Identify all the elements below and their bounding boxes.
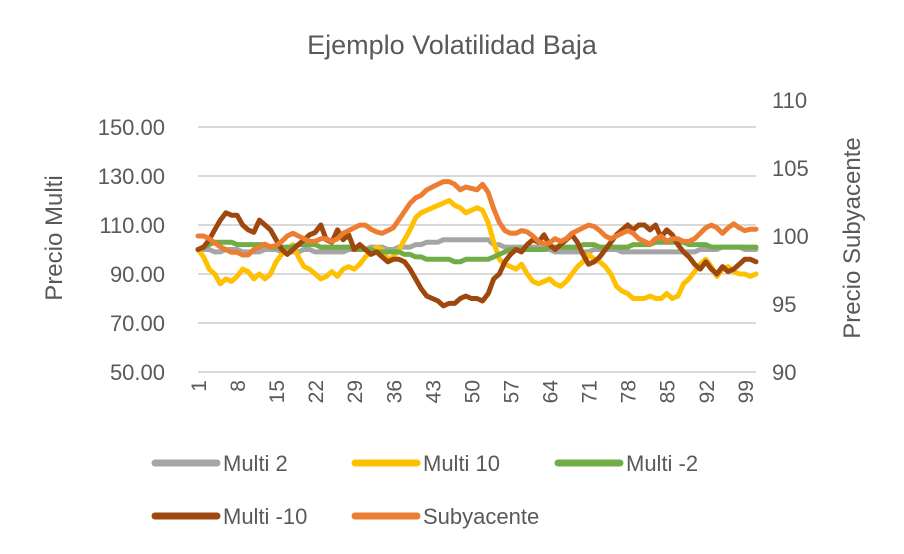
x-tick-label: 71 <box>579 380 602 403</box>
y-axis-label: Precio Multi <box>41 175 68 300</box>
y2-tick-label: 100 <box>772 224 809 249</box>
y-tick-label: 50.00 <box>110 360 165 385</box>
x-tick-label: 64 <box>540 380 563 404</box>
legend: Multi 2 Multi 10 Multi -2 Multi -10 Subyacen… <box>151 451 698 529</box>
x-tick-label: 15 <box>266 380 289 403</box>
series-line-subyacente <box>195 179 759 258</box>
x-axis: 1 8 15 22 29 36 43 50 57 64 71 78 85 92 99 <box>188 380 758 404</box>
y2-tick-label: 110 <box>772 88 807 113</box>
chart-title: Ejemplo Volatilidad Baja <box>307 30 598 60</box>
y2-tick-label: 95 <box>772 292 796 317</box>
series-line-multi--2 <box>195 239 759 265</box>
legend-item: Multi -2 <box>554 451 698 476</box>
y2-tick-label: 90 <box>772 360 796 385</box>
legend-label: Multi -2 <box>626 451 698 476</box>
series-lines <box>195 179 759 309</box>
legend-item: Subyacente <box>351 504 539 529</box>
y-axis-left: 150.00 130.00 110.00 90.00 70.00 50.00 <box>98 115 165 385</box>
x-tick-label: 50 <box>461 380 484 403</box>
x-tick-label: 22 <box>305 380 328 403</box>
x-tick-label: 8 <box>227 380 250 392</box>
x-tick-label: 1 <box>188 380 211 392</box>
y2-tick-label: 105 <box>772 156 809 181</box>
x-tick-label: 92 <box>696 380 719 403</box>
legend-label: Subyacente <box>423 504 539 529</box>
y2-axis-label: Precio Subyacente <box>839 137 866 338</box>
y-tick-label: 110.00 <box>99 213 165 238</box>
y-axis-right: 110 105 100 95 90 <box>772 88 809 385</box>
legend-label: Multi 10 <box>423 451 500 476</box>
x-tick-label: 57 <box>500 380 523 403</box>
x-tick-label: 78 <box>618 380 641 403</box>
legend-item: Multi 2 <box>151 451 288 476</box>
y-tick-label: 90.00 <box>110 262 165 287</box>
legend-item: Multi 10 <box>351 451 500 476</box>
y-tick-label: 70.00 <box>110 311 165 336</box>
x-tick-label: 36 <box>383 380 406 403</box>
legend-label: Multi -10 <box>223 504 307 529</box>
legend-item: Multi -10 <box>151 504 307 529</box>
legend-label: Multi 2 <box>223 451 288 476</box>
y-tick-label: 130.00 <box>98 164 165 189</box>
x-tick-label: 85 <box>657 380 680 403</box>
x-tick-label: 29 <box>344 380 367 403</box>
gridlines <box>198 126 756 373</box>
x-tick-label: 99 <box>735 380 758 403</box>
y-tick-label: 150.00 <box>98 115 165 140</box>
x-tick-label: 43 <box>422 380 445 403</box>
